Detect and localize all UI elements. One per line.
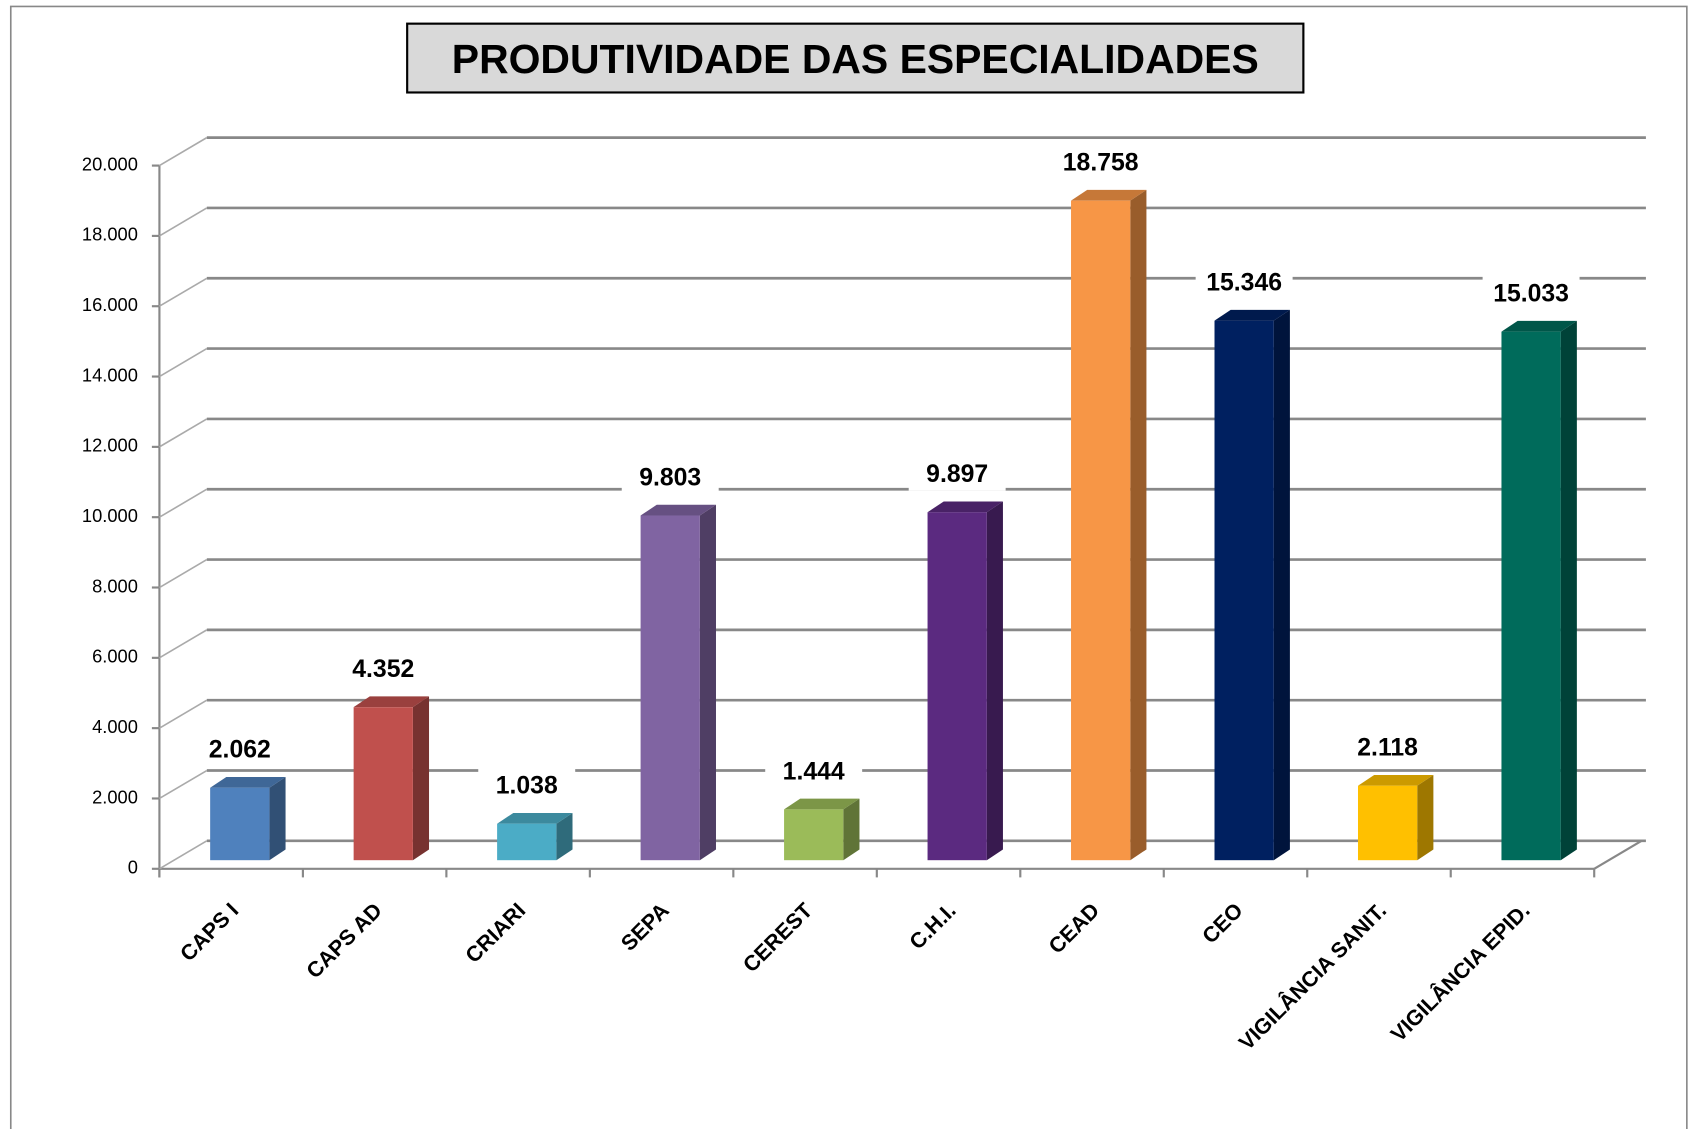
value-label-bg — [1195, 264, 1293, 300]
bar — [210, 787, 270, 861]
value-label-bg — [334, 651, 432, 686]
bar — [1071, 200, 1131, 861]
value-label: 15.346 — [1206, 270, 1282, 297]
bar — [1357, 785, 1418, 861]
value-label-bg — [621, 459, 719, 495]
bar-top — [497, 812, 573, 824]
bar-side — [556, 812, 573, 861]
y-tick-label: 10.000 — [82, 505, 138, 526]
y-tick-label: 8.000 — [92, 575, 138, 596]
bar-top — [640, 504, 716, 516]
bar-top — [353, 696, 430, 708]
value-label: 2.118 — [1357, 735, 1418, 762]
y-tick-label: 18.000 — [82, 224, 138, 245]
grid-diagonal — [159, 277, 208, 307]
bar-side — [269, 776, 286, 861]
value-label: 2.062 — [209, 737, 271, 764]
chart-border — [9, 5, 1688, 1129]
title-box — [406, 22, 1305, 94]
y-tick-label: 16.000 — [82, 294, 138, 315]
grid-diagonal — [159, 629, 208, 659]
bar — [784, 809, 844, 861]
bar — [640, 515, 700, 861]
bar — [1501, 331, 1561, 861]
value-label-bg — [1052, 144, 1150, 180]
bar-side — [1417, 774, 1434, 861]
value-label: 4.352 — [352, 656, 414, 683]
y-tick-label: 6.000 — [92, 646, 138, 667]
chart-title: PRODUTIVIDADE DAS ESPECIALIDADES — [452, 36, 1259, 82]
bar-side — [986, 501, 1003, 861]
value-label: 1.444 — [783, 758, 845, 785]
bar-side — [1560, 320, 1577, 861]
bar — [1214, 320, 1274, 861]
bar-top — [784, 798, 860, 810]
grid-diagonal — [159, 488, 208, 518]
y-tick-label: 0 — [128, 857, 138, 878]
grid-diagonal — [159, 207, 208, 237]
grid-diagonal — [159, 558, 208, 589]
bar — [497, 823, 557, 861]
grid-diagonal — [159, 347, 208, 378]
bar-side — [1130, 189, 1147, 861]
value-label-bg — [191, 731, 289, 767]
value-label: 15.033 — [1493, 281, 1569, 308]
bar-top — [1071, 189, 1147, 201]
value-label-bg — [478, 767, 576, 803]
y-tick-label: 14.000 — [82, 364, 138, 385]
value-label: 1.038 — [496, 773, 558, 800]
grid-diagonal — [159, 769, 208, 800]
bar-side — [412, 696, 430, 861]
value-label: 18.758 — [1063, 150, 1139, 177]
y-tick-label: 20.000 — [82, 153, 138, 174]
y-tick-label: 12.000 — [82, 435, 138, 456]
bar — [353, 707, 413, 861]
value-label-bg — [1339, 729, 1437, 765]
y-tick-label: 4.000 — [92, 716, 138, 737]
y-tick-label: 2.000 — [92, 786, 138, 807]
bar-top — [1214, 309, 1290, 321]
bar-top — [1501, 320, 1577, 332]
bar-top — [1357, 774, 1434, 786]
bar-side — [1273, 309, 1290, 861]
bar-top — [210, 776, 286, 788]
bar-side — [843, 798, 860, 861]
floor-edge — [1593, 839, 1643, 870]
value-label: 9.803 — [639, 464, 701, 491]
grid-diagonal — [159, 418, 208, 448]
grid-diagonal — [159, 136, 208, 167]
grid-diagonal — [159, 840, 208, 870]
value-label-bg — [765, 753, 863, 788]
bar — [927, 512, 987, 861]
value-label-bg — [1482, 275, 1580, 311]
value-label-bg — [908, 456, 1006, 491]
value-label: 9.897 — [926, 461, 988, 488]
bar-top — [927, 501, 1003, 513]
grid-diagonal — [159, 699, 208, 729]
bar-side — [699, 504, 716, 861]
